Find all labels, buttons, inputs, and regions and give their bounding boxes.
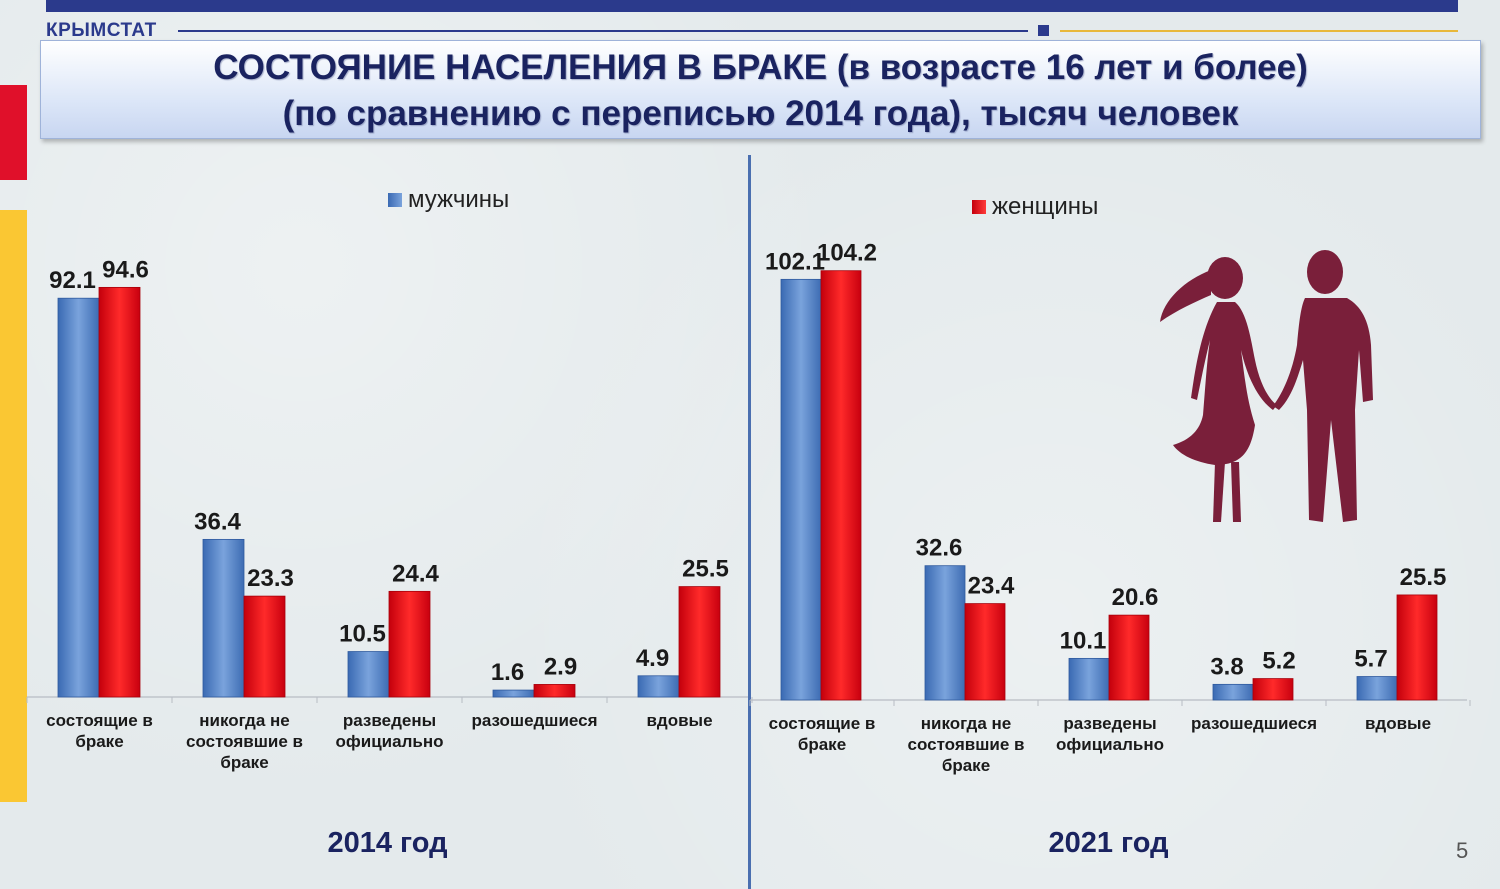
category-label: разведены официально (336, 711, 444, 751)
legend-men: мужчины (388, 186, 509, 214)
category-label: вдовые (646, 711, 712, 730)
value-label-women: 25.5 (1400, 564, 1447, 591)
value-label-women: 23.4 (968, 573, 1015, 600)
bar-women (678, 586, 721, 698)
category-label: разошедшиеся (471, 711, 597, 730)
header-square (1038, 25, 1049, 36)
category-label: вдовые (1365, 714, 1431, 733)
legend-swatch-women (972, 200, 986, 214)
bar-women (1108, 614, 1150, 701)
bar-women (533, 684, 576, 698)
bar-men (637, 675, 680, 698)
bar-women (820, 270, 862, 701)
bar-men (1212, 683, 1254, 701)
year-label: 2014 год (327, 827, 447, 859)
value-label-men: 92.1 (49, 267, 96, 294)
value-label-women: 20.6 (1112, 584, 1159, 611)
bar-women (1252, 678, 1294, 701)
legend-label-women: женщины (992, 193, 1099, 220)
page-subtitle: (по сравнению с переписью 2014 года), ты… (282, 94, 1239, 133)
value-label-women: 104.2 (817, 240, 877, 267)
bar-men (202, 538, 245, 698)
legend-swatch-men (388, 193, 402, 207)
value-label-men: 4.9 (636, 645, 669, 672)
value-label-men: 5.7 (1354, 646, 1387, 673)
bar-men (492, 689, 535, 698)
value-label-women: 94.6 (102, 256, 149, 283)
org-name: КРЫМСТАТ (46, 20, 157, 41)
bar-women (1396, 594, 1438, 701)
value-label-women: 5.2 (1262, 648, 1295, 675)
title-box: СОСТОЯНИЕ НАСЕЛЕНИЯ В БРАКЕ (в возрасте … (40, 40, 1481, 139)
year-label: 2021 год (1048, 827, 1168, 859)
value-label-men: 1.6 (491, 659, 524, 686)
bar-men (924, 565, 966, 701)
category-label: никогда не состоявшие в браке (186, 711, 303, 772)
bar-men (1068, 657, 1110, 701)
bar-women (388, 590, 431, 698)
bar-men (347, 651, 390, 698)
page-number: 5 (1456, 838, 1469, 863)
bar-women (964, 603, 1006, 701)
bar-women (98, 286, 141, 698)
value-label-men: 10.5 (339, 621, 386, 648)
category-label: состоящие в браке (769, 714, 876, 754)
header-rule-gold (1060, 30, 1458, 32)
bar-men (780, 278, 822, 701)
legend-label-men: мужчины (408, 186, 510, 213)
category-label: состоящие в браке (46, 711, 153, 751)
value-label-women: 25.5 (682, 556, 729, 583)
accent-strip-red (0, 85, 27, 180)
value-label-men: 3.8 (1210, 653, 1243, 680)
value-label-women: 2.9 (544, 653, 577, 680)
category-label: разошедшиеся (1191, 714, 1317, 733)
value-label-men: 32.6 (916, 535, 963, 562)
category-label: разведены официально (1056, 714, 1164, 754)
page-title: СОСТОЯНИЕ НАСЕЛЕНИЯ В БРАКЕ (в возрасте … (213, 48, 1308, 87)
value-label-men: 10.1 (1060, 627, 1107, 654)
bar-men (1356, 676, 1398, 701)
category-label: никогда не состоявшие в браке (908, 714, 1025, 775)
top-bar (46, 0, 1458, 12)
bar-women (243, 595, 286, 698)
bar-men (57, 297, 100, 698)
accent-strip-yellow (0, 210, 27, 802)
value-label-men: 102.1 (765, 248, 825, 275)
value-label-women: 23.3 (247, 565, 294, 592)
legend-women: женщины (972, 193, 1098, 221)
panel-divider (748, 155, 751, 889)
chart-panel-1: 92.1 94.6 состоящие в браке 36.4 23.3 никогда … (26, 256, 753, 859)
header-rule (178, 30, 1028, 32)
value-label-women: 24.4 (392, 560, 439, 587)
couple-silhouette-icon (1160, 250, 1373, 522)
value-label-men: 36.4 (194, 508, 241, 535)
